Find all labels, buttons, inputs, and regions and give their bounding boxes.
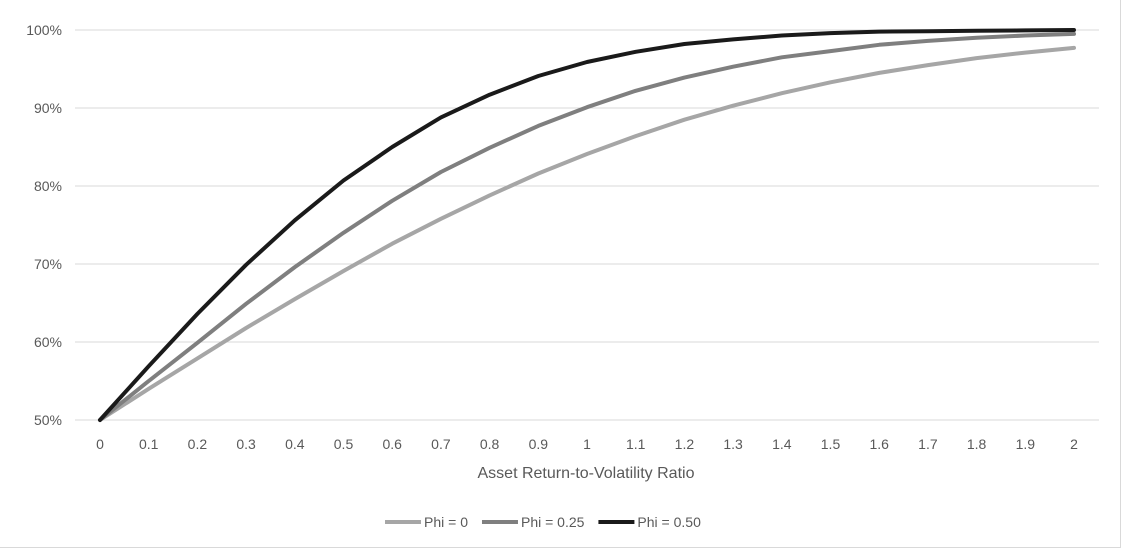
series-line-1 — [98, 45, 1076, 422]
x-tick-label: 0.9 — [529, 436, 549, 452]
legend-label-1: Phi = 0 — [424, 514, 468, 530]
y-tick-label: 60% — [34, 334, 62, 350]
legend-label-2: Phi = 0.25 — [521, 514, 585, 530]
legend: Phi = 0 Phi = 0.25 Phi = 0.50 — [385, 514, 701, 530]
y-tick-label: 70% — [34, 256, 62, 272]
legend-label-3: Phi = 0.50 — [637, 514, 701, 530]
x-tick-label: 0.1 — [139, 436, 159, 452]
x-tick-label: 0.3 — [236, 436, 256, 452]
x-tick-label: 1 — [583, 436, 591, 452]
x-tick-label: 1.3 — [723, 436, 743, 452]
x-tick-label: 1.1 — [626, 436, 646, 452]
x-tick-label: 1.4 — [772, 436, 792, 452]
y-tick-label: 90% — [34, 100, 62, 116]
x-tick-label: 1.6 — [869, 436, 889, 452]
x-tick-label: 1.8 — [967, 436, 987, 452]
series-lines — [98, 28, 1076, 422]
x-tick-label: 2 — [1070, 436, 1078, 452]
y-tick-label: 50% — [34, 412, 62, 428]
x-axis-ticks: 0 0.1 0.2 0.3 0.4 0.5 0.6 0.7 0.8 0.9 1 1.1 1.2 1.3 1.… — [96, 436, 1078, 452]
x-axis-label: Asset Return-to-Volatility Ratio — [478, 465, 695, 482]
x-tick-label: 0.8 — [480, 436, 500, 452]
x-tick-label: 0.4 — [285, 436, 305, 452]
x-tick-label: 0 — [96, 436, 104, 452]
y-axis-ticks: 50% 60% 70% 80% 90% 100% — [26, 22, 62, 428]
x-tick-label: 0.6 — [382, 436, 402, 452]
x-tick-label: 0.5 — [334, 436, 354, 452]
x-tick-label: 0.7 — [431, 436, 451, 452]
x-tick-label: 1.9 — [1016, 436, 1036, 452]
x-tick-label: 1.2 — [675, 436, 695, 452]
series-line-2 — [98, 31, 1076, 422]
series-line-3 — [98, 28, 1076, 422]
y-tick-label: 100% — [26, 22, 62, 38]
x-tick-label: 0.2 — [188, 436, 208, 452]
x-tick-label: 1.7 — [918, 436, 938, 452]
x-tick-label: 1.5 — [821, 436, 841, 452]
y-tick-label: 80% — [34, 178, 62, 194]
gridlines — [75, 29, 1099, 421]
